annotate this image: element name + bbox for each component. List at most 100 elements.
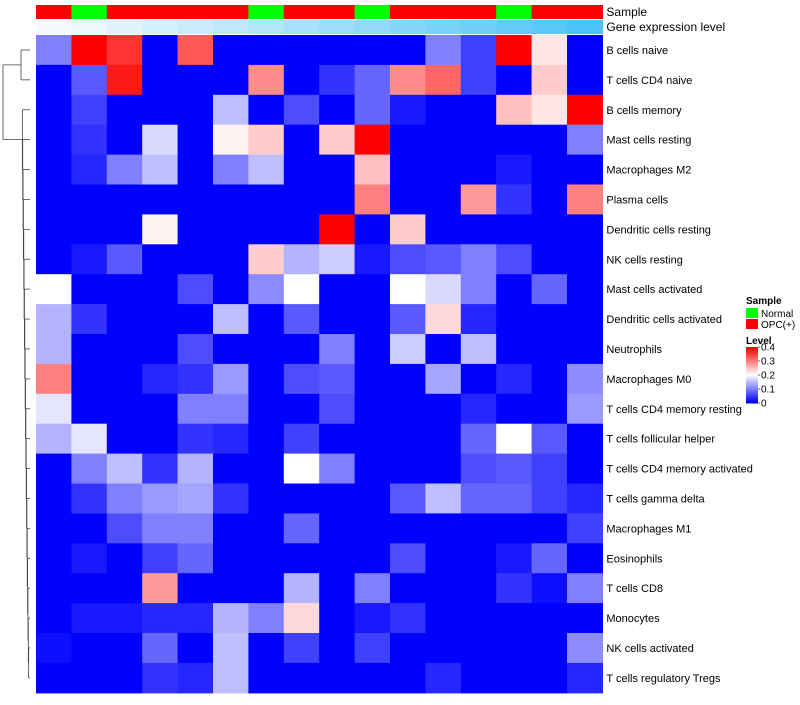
heatmap-cell	[319, 483, 356, 514]
heatmap-cell	[567, 633, 603, 664]
heatmap-cell	[567, 244, 603, 275]
row-label: B cells memory	[606, 105, 682, 117]
heatmap-cell	[106, 244, 143, 275]
heatmap-cell	[460, 662, 497, 694]
heatmap-cell	[283, 423, 320, 455]
sample-annotation-cell	[531, 5, 568, 19]
legend-sample-swatch	[746, 308, 758, 318]
heatmap-cell	[425, 483, 462, 514]
heatmap-cell	[142, 64, 179, 96]
heatmap-cell	[460, 483, 497, 514]
heatmap-cell	[213, 244, 249, 275]
heatmap-cell	[36, 274, 72, 305]
heatmap-cell	[248, 633, 285, 664]
heatmap-cell	[177, 214, 214, 245]
heatmap-cell	[460, 64, 497, 96]
legend-level-bar-segment	[746, 368, 758, 370]
heatmap-cell	[531, 603, 568, 634]
heatmap-cell	[354, 214, 391, 245]
heatmap-cell	[36, 483, 72, 514]
heatmap-cell	[142, 662, 179, 694]
heatmap-cell	[354, 184, 391, 215]
legend-level-tick-label: 0.2	[761, 371, 775, 382]
heatmap-cell	[425, 513, 462, 544]
heatmap-cell	[354, 64, 391, 96]
heatmap-cell	[496, 274, 533, 305]
heatmap-cell	[177, 603, 214, 634]
heatmap-cell	[496, 214, 533, 245]
heatmap-cell	[71, 124, 108, 156]
heatmap-cell	[71, 304, 108, 335]
heatmap-cell	[354, 363, 391, 395]
heatmap-cell	[567, 423, 603, 455]
row-label: Macrophages M2	[606, 165, 691, 177]
heatmap-cell	[460, 334, 497, 365]
legend-sample-label: Normal	[761, 309, 793, 320]
heatmap-cell	[248, 304, 285, 335]
heatmap-cell	[531, 393, 568, 425]
heatmap-cell	[106, 603, 143, 634]
heatmap-cell	[213, 423, 249, 455]
heatmap-cell	[213, 274, 249, 305]
heatmap-cell	[213, 124, 249, 156]
heatmap-cell	[248, 483, 285, 514]
heatmap-cell	[106, 184, 143, 215]
heatmap-cell	[319, 64, 356, 96]
gene-expression-annotation-cell	[283, 20, 320, 34]
sample-track-label: Sample	[606, 5, 647, 19]
row-label: T cells CD4 memory resting	[606, 404, 742, 416]
legend-sample-swatch	[746, 319, 758, 329]
heatmap-cell	[106, 393, 143, 425]
heatmap-cell	[354, 94, 391, 126]
legend-level-bar-segment	[746, 370, 758, 373]
gene-expression-annotation-cell	[71, 20, 108, 34]
heatmap-cell	[106, 35, 143, 66]
heatmap-cell	[36, 513, 72, 544]
heatmap-cell	[531, 543, 568, 574]
heatmap-cell	[496, 154, 533, 186]
heatmap-cell	[248, 573, 285, 604]
heatmap-cell	[496, 304, 533, 335]
heatmap-cell	[36, 573, 72, 604]
heatmap-cell	[496, 513, 533, 544]
legend-sample-title: Sample	[746, 296, 782, 307]
legend-level-bar-segment	[746, 377, 758, 380]
legend-level-bar-segment	[746, 363, 758, 366]
legend-level-bar-segment	[746, 355, 758, 358]
heatmap-cell	[354, 603, 391, 634]
heatmap-cell	[177, 154, 214, 186]
heatmap-cell	[213, 543, 249, 574]
heatmap-cell	[36, 64, 72, 96]
legend-level-bar-segment	[746, 366, 758, 369]
heatmap-cell	[390, 304, 426, 335]
legend-level-bar-segment	[746, 386, 758, 389]
heatmap-cell	[71, 573, 108, 604]
heatmap-cell	[283, 363, 320, 395]
heatmap-cell	[531, 35, 568, 66]
heatmap-cell	[71, 274, 108, 305]
row-label: Plasma cells	[606, 194, 668, 206]
heatmap-cell	[425, 363, 462, 395]
heatmap-cell	[283, 453, 320, 485]
heatmap-cell	[460, 453, 497, 485]
heatmap-cell	[71, 423, 108, 455]
heatmap-cell	[425, 64, 462, 96]
heatmap-cell	[213, 64, 249, 96]
heatmap-cell	[106, 483, 143, 514]
heatmap-cell	[319, 274, 356, 305]
heatmap-cell	[460, 214, 497, 245]
heatmap-cell	[531, 64, 568, 96]
legend-level-bar-segment	[746, 400, 758, 403]
heatmap-cell	[36, 304, 72, 335]
heatmap-cell	[106, 513, 143, 544]
heatmap-cell	[248, 64, 285, 96]
sample-annotation-cell	[248, 5, 285, 19]
legend-level-tick-label: 0.1	[761, 385, 775, 396]
heatmap-cell	[283, 393, 320, 425]
heatmap-cell	[248, 184, 285, 215]
heatmap-cell	[319, 124, 356, 156]
heatmap-cell	[496, 603, 533, 634]
heatmap-cell	[567, 453, 603, 485]
legend-level-bar-segment	[746, 376, 758, 379]
heatmap-cell	[460, 304, 497, 335]
